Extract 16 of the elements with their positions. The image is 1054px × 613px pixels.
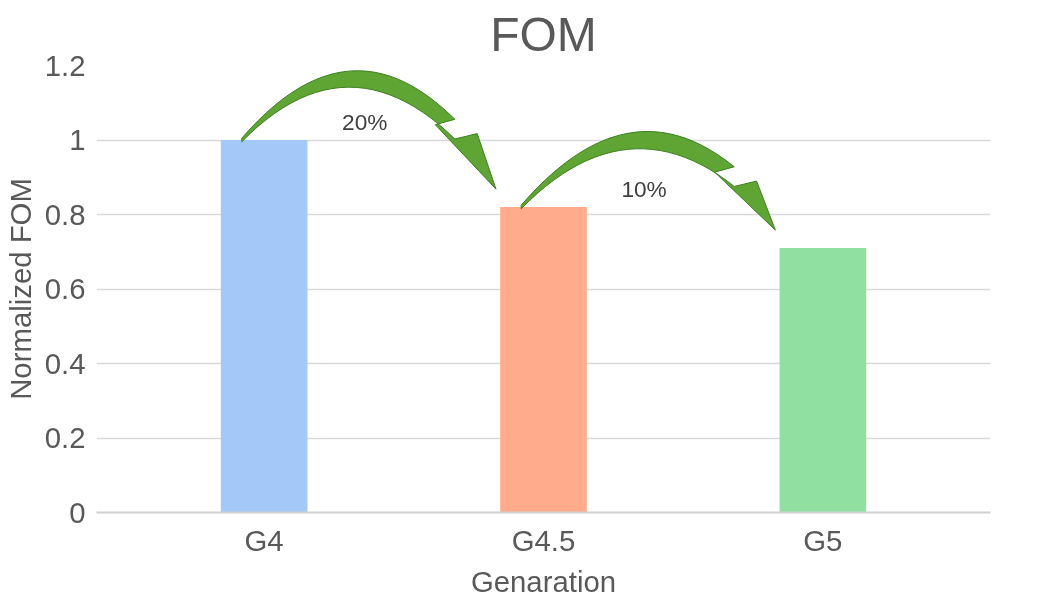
x-axis-title: Genaration [470,564,617,598]
y-tick-label: 1.2 [44,48,86,82]
x-tick-label: G4.5 [511,523,576,557]
y-tick-label: 0.8 [44,197,86,231]
x-tick-label: G5 [803,523,843,557]
y-tick-label: 1 [69,123,86,156]
y-tick-label: 0.6 [44,272,86,305]
y-tick-label: 0 [69,495,86,529]
chart-title: FOM [490,7,597,61]
y-tick-label: 0.4 [44,346,86,380]
y-axis-title: Normalized FOM [3,178,37,400]
x-tick-label: G4 [244,523,284,557]
annotation: 10% [621,176,667,203]
annotation: 20% [342,109,388,136]
y-tick-label: 0.2 [44,421,86,454]
bar [779,248,867,513]
